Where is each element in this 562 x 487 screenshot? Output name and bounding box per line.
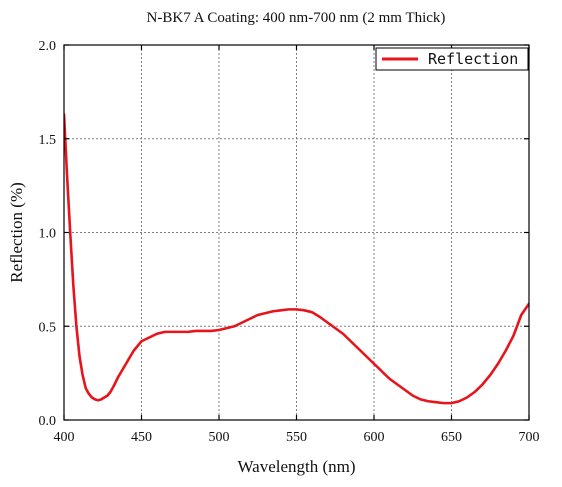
grid: [64, 45, 529, 420]
series-layer: [64, 113, 529, 405]
x-axis-label: Wavelength (nm): [237, 457, 355, 476]
axis-ticks: 400 450 500 550 600 650 700 0.0 0.5 1.0 1.5 2.0: [39, 39, 540, 445]
legend-label: Reflection: [428, 50, 518, 68]
x-tick-label: 700: [519, 430, 540, 445]
y-tick-label: 1.5: [39, 133, 57, 148]
series-line-reflection: [64, 113, 529, 405]
x-tick-label: 500: [209, 430, 230, 445]
x-tick-label: 450: [131, 430, 152, 445]
y-tick-label: 1.0: [39, 227, 57, 242]
y-axis-label: Reflection (%): [7, 182, 26, 283]
legend: Reflection: [375, 47, 529, 71]
y-tick-label: 0.0: [39, 414, 57, 429]
chart-title: N-BK7 A Coating: 400 nm-700 nm (2 mm Thi…: [147, 10, 446, 26]
x-tick-label: 550: [286, 430, 307, 445]
x-tick-label: 400: [54, 430, 75, 445]
y-tick-label: 0.5: [39, 320, 57, 335]
legend-box: [375, 47, 529, 71]
x-tick-label: 600: [364, 430, 385, 445]
x-tick-label: 650: [441, 430, 462, 445]
y-tick-label: 2.0: [39, 39, 57, 54]
